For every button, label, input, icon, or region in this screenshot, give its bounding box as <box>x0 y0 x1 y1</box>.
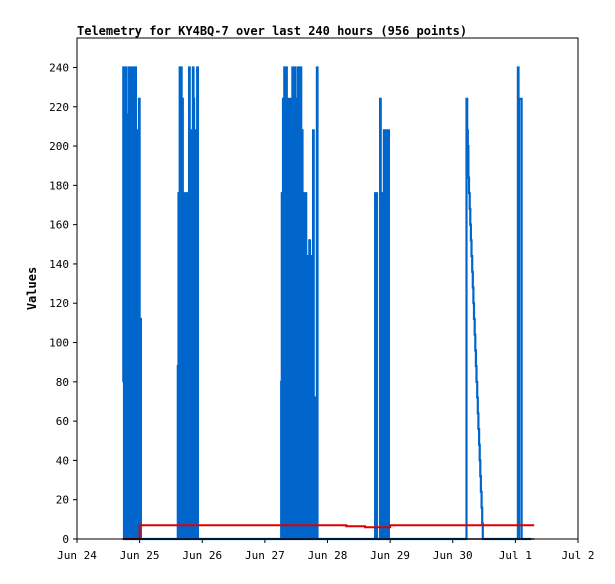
plot-area: 0 20 40 60 80 100 120 140 160 180 200 220 240 Jun 24 J… <box>49 37 595 562</box>
y-tick-label: 180 <box>49 179 69 192</box>
y-tick-label: 160 <box>49 219 69 232</box>
series-line-2 <box>122 524 535 540</box>
chart-title: Telemetry for KY4BQ-7 over last 240 hour… <box>77 24 467 38</box>
x-tick-label: Jul 2 <box>561 549 594 562</box>
x-tick-label: Jun 30 <box>433 549 473 562</box>
series-line-1 <box>122 66 531 541</box>
x-tick-label: Jun 28 <box>308 549 348 562</box>
y-axis-label: Values <box>25 267 39 310</box>
plot-frame <box>76 37 579 540</box>
x-tick-label: Jul 1 <box>499 549 532 562</box>
y-tick-label: 60 <box>56 415 69 428</box>
x-tick-label: Jun 29 <box>370 549 410 562</box>
x-tick-label: Jun 24 <box>57 549 97 562</box>
y-tick-label: 120 <box>49 297 69 310</box>
x-tick-label: Jun 26 <box>182 549 222 562</box>
y-tick-label: 200 <box>49 140 69 153</box>
y-tick-label: 0 <box>62 533 69 546</box>
y-tick-label: 20 <box>56 494 69 507</box>
y-tick-label: 240 <box>49 61 69 74</box>
x-tick-label: Jun 27 <box>245 549 285 562</box>
y-tick-label: 140 <box>49 258 69 271</box>
y-tick-label: 220 <box>49 101 69 114</box>
y-tick-label: 100 <box>49 337 69 350</box>
y-tick-label: 40 <box>56 454 69 467</box>
x-tick-label: Jun 25 <box>120 549 160 562</box>
y-tick-label: 80 <box>56 376 69 389</box>
